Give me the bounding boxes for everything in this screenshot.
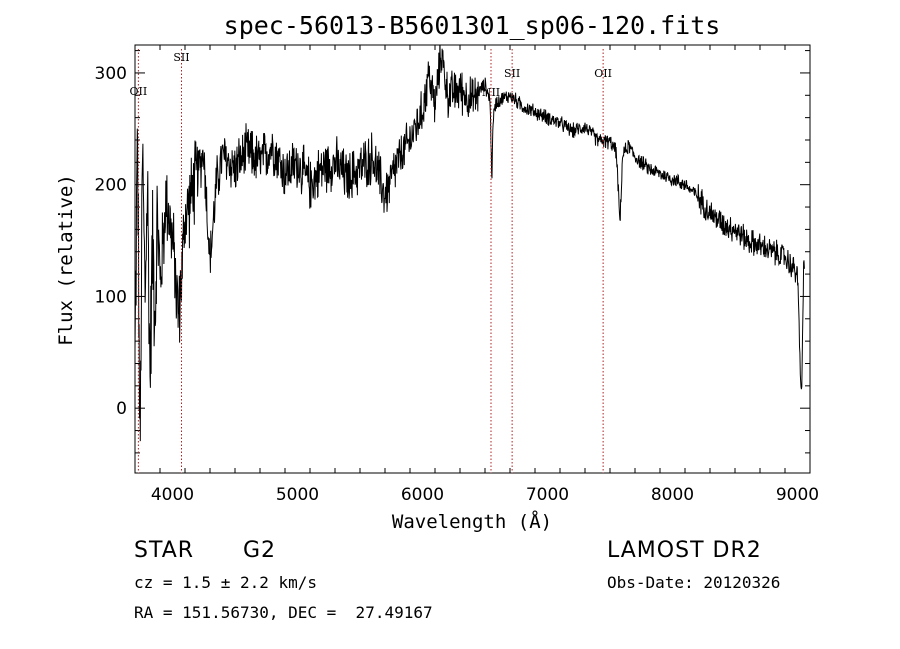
x-tick-label: 4000 [151, 485, 194, 505]
object-subclass: G2 [243, 538, 277, 563]
y-tick-label: 0 [116, 399, 127, 419]
spectral-line-label: SII [504, 67, 520, 80]
object-class: STAR [134, 538, 195, 563]
spectral-line-label: NII [482, 86, 500, 99]
plot-frame [134, 44, 811, 474]
x-tick-label: 6000 [401, 485, 444, 505]
spectral-line-label: OII [130, 85, 148, 98]
y-tick-label: 200 [95, 176, 127, 196]
survey-name: LAMOST DR2 [607, 538, 762, 563]
spectral-line-label: SII [173, 51, 189, 64]
plot-area [135, 45, 805, 442]
x-axis: 4000 5000 6000 7000 8000 9000 [134, 45, 819, 505]
observation-date: Obs-Date: 20120326 [607, 573, 781, 592]
x-tick-label: 8000 [651, 485, 694, 505]
y-tick-label: 100 [95, 287, 127, 307]
y-axis: 0 100 200 300 [95, 50, 810, 454]
chart-title: spec-56013-B5601301_sp06-120.fits [224, 11, 721, 40]
spectral-line-label: OII [594, 67, 612, 80]
y-tick-label: 300 [95, 64, 127, 84]
spectral-line-markers: OII SII NII SII OII [130, 49, 612, 473]
x-tick-label: 9000 [776, 485, 819, 505]
spectrum-line [135, 45, 805, 442]
redshift-text: cz = 1.5 ± 2.2 km/s [134, 573, 318, 592]
y-axis-label: Flux (relative) [55, 174, 77, 346]
x-tick-label: 5000 [276, 485, 319, 505]
x-axis-label: Wavelength (Å) [392, 510, 552, 533]
x-tick-label: 7000 [526, 485, 569, 505]
coordinates-text: RA = 151.56730, DEC = 27.49167 [134, 603, 433, 622]
